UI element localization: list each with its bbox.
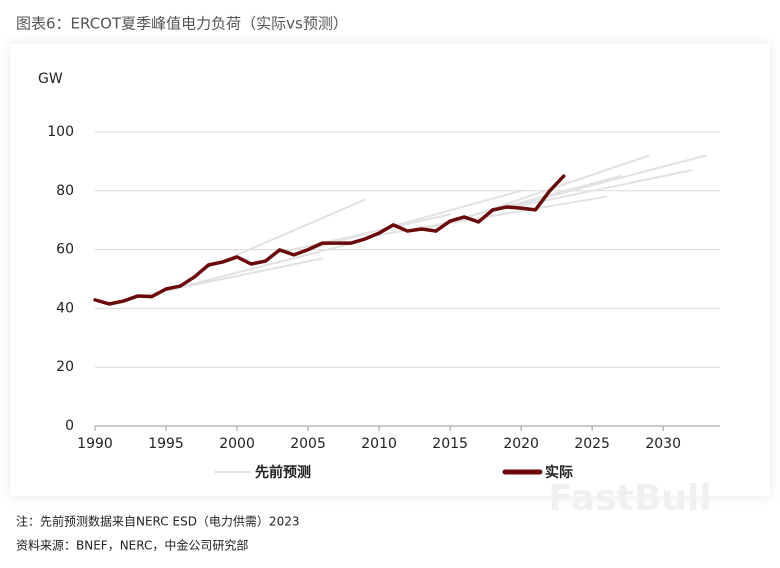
y-axis-label: GW bbox=[38, 71, 63, 87]
legend-label: 先前预测 bbox=[255, 464, 311, 481]
source: 资料来源：BNEF，NERC，中金公司研究部 bbox=[16, 538, 248, 553]
forecast-line bbox=[165, 242, 352, 292]
x-tick-label: 2030 bbox=[645, 436, 681, 452]
actual-line bbox=[93, 174, 566, 306]
forecast-line bbox=[307, 189, 523, 251]
panel bbox=[10, 44, 770, 496]
watermark: FastBull bbox=[548, 478, 711, 519]
y-tick-label: 40 bbox=[56, 300, 74, 316]
x-tick-label: 2025 bbox=[574, 436, 610, 452]
chart-title: 图表6：ERCOT夏季峰值电力负荷（实际vs预测） bbox=[16, 15, 348, 33]
forecast-line bbox=[491, 154, 707, 213]
x-tick-label: 1995 bbox=[148, 436, 184, 452]
x-tick-label: 2020 bbox=[503, 436, 539, 452]
legend-label: 实际 bbox=[545, 464, 573, 481]
x-tick-label: 1990 bbox=[77, 436, 113, 452]
x-tick-label: 2000 bbox=[219, 436, 255, 452]
forecast-line bbox=[505, 169, 693, 210]
x-tick-label: 2005 bbox=[290, 436, 326, 452]
note: 注：先前预测数据来自NERC ESD（电力供需）2023 bbox=[16, 514, 299, 529]
y-tick-label: 0 bbox=[65, 418, 74, 434]
y-tick-label: 60 bbox=[56, 242, 74, 258]
y-tick-label: 20 bbox=[56, 359, 74, 375]
y-tick-label: 80 bbox=[56, 183, 74, 199]
x-tick-label: 2015 bbox=[432, 436, 468, 452]
y-tick-label: 100 bbox=[47, 124, 74, 140]
x-tick-label: 2010 bbox=[361, 436, 397, 452]
